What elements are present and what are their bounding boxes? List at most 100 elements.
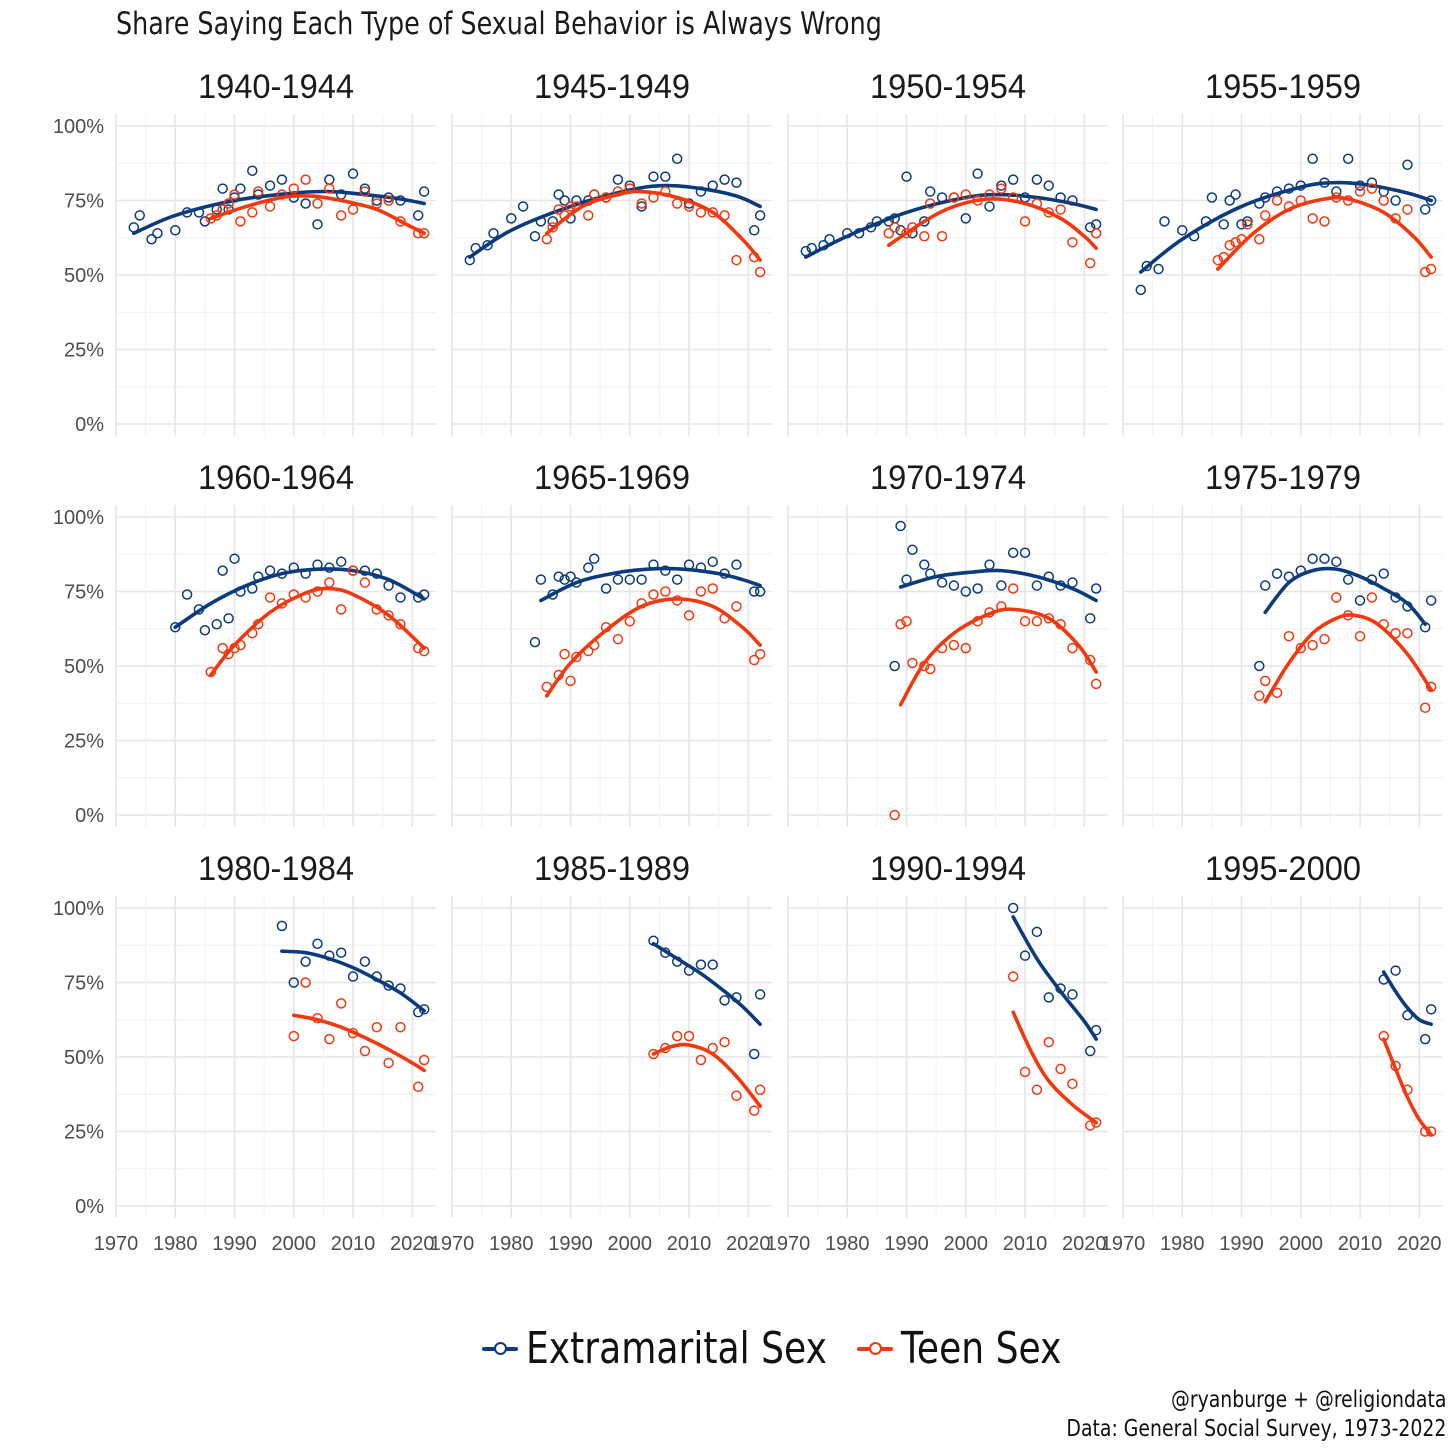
data-point xyxy=(889,660,900,672)
trend-line xyxy=(803,192,1098,259)
data-point xyxy=(1043,992,1054,1003)
data-point xyxy=(1390,195,1401,206)
facet-label: 1950-1954 xyxy=(870,68,1026,106)
data-point xyxy=(707,583,718,594)
data-point xyxy=(217,183,228,194)
data-point xyxy=(324,174,335,185)
legend-label-extramarital-sex: Extramarital Sex xyxy=(526,1322,827,1374)
data-point xyxy=(748,586,760,597)
data-point xyxy=(395,1021,406,1033)
data-point xyxy=(1402,159,1413,170)
y-tick-label: 25% xyxy=(64,1122,104,1144)
data-point xyxy=(347,565,359,576)
x-tick-label: 1970 xyxy=(1101,1233,1146,1255)
data-point xyxy=(1206,192,1218,203)
data-point xyxy=(288,1030,300,1042)
data-point xyxy=(1419,702,1431,713)
facet-label: 1945-1949 xyxy=(534,68,690,106)
trend-line xyxy=(1138,180,1433,274)
data-point xyxy=(960,189,972,200)
data-point xyxy=(719,174,730,185)
data-point xyxy=(335,210,347,221)
data-point xyxy=(624,574,636,585)
data-point xyxy=(731,601,742,612)
data-point xyxy=(412,1081,424,1093)
data-point xyxy=(181,589,193,600)
series-teen-sex xyxy=(541,183,766,278)
facet-label: 1970-1974 xyxy=(870,459,1026,497)
data-point xyxy=(748,1105,760,1116)
data-point xyxy=(648,589,659,600)
y-tick-label: 50% xyxy=(64,265,104,287)
data-point xyxy=(553,189,564,200)
data-point xyxy=(660,171,671,182)
data-point xyxy=(1307,553,1318,564)
x-tick-label: 1970 xyxy=(430,1233,475,1255)
trend-line xyxy=(651,1042,762,1108)
data-point xyxy=(553,571,564,582)
series-teen-sex xyxy=(1212,183,1437,278)
data-point xyxy=(559,648,570,660)
data-point xyxy=(347,971,359,982)
data-point xyxy=(1402,204,1413,215)
data-point xyxy=(1019,547,1031,559)
data-point xyxy=(229,553,240,564)
panel-grid xyxy=(1122,896,1443,1218)
data-point xyxy=(612,633,624,645)
facet-label: 1960-1964 xyxy=(198,459,354,497)
data-point xyxy=(1271,568,1283,579)
data-point xyxy=(347,204,359,215)
data-point xyxy=(1084,1120,1096,1131)
data-point xyxy=(252,186,264,197)
data-point xyxy=(948,639,960,651)
data-point xyxy=(1402,627,1413,639)
data-point xyxy=(1084,222,1096,233)
panel-grid xyxy=(1122,505,1443,827)
data-point xyxy=(936,231,948,242)
data-point xyxy=(235,183,246,194)
data-point xyxy=(1084,613,1096,624)
data-point xyxy=(1331,556,1342,567)
data-point xyxy=(924,186,936,197)
data-point xyxy=(170,225,181,236)
data-point xyxy=(529,231,541,242)
data-point xyxy=(588,553,600,564)
facet-panel-1980-1984: 1980-1984 0% 25% 50% 75% 100% 1970 1980 1990 2000… xyxy=(53,850,436,1255)
data-point xyxy=(223,613,234,624)
trend-line xyxy=(1381,1037,1433,1137)
legend-key-extramarital-sex xyxy=(480,1328,520,1368)
x-tick-label: 2020 xyxy=(390,1233,435,1255)
data-point xyxy=(996,580,1007,591)
data-point xyxy=(731,1090,742,1101)
data-point xyxy=(1212,254,1224,266)
trend-line xyxy=(209,586,426,677)
data-point xyxy=(1419,1033,1431,1045)
data-point xyxy=(1354,595,1366,606)
data-point xyxy=(1007,583,1019,594)
data-point xyxy=(588,189,600,200)
data-point xyxy=(547,222,558,233)
facet-panel-1960-1964: 1960-1964 0% 25% 50% 75% 100% xyxy=(53,459,436,827)
data-point xyxy=(264,565,276,576)
data-point xyxy=(300,198,311,209)
legend-label-teen-sex: Teen Sex xyxy=(901,1322,1062,1374)
data-point xyxy=(134,210,145,221)
data-point xyxy=(960,642,972,654)
data-point xyxy=(895,520,906,532)
data-point xyxy=(235,216,246,227)
facet-label: 1955-1959 xyxy=(1205,68,1361,106)
trend-line xyxy=(545,597,762,698)
data-point xyxy=(547,216,558,227)
panel-grid xyxy=(451,505,772,827)
y-tick-label: 100% xyxy=(53,507,104,529)
data-point xyxy=(559,195,570,206)
data-point xyxy=(707,207,718,218)
series-teen-sex xyxy=(648,1030,766,1116)
x-tick-label: 1980 xyxy=(825,1233,870,1255)
data-point xyxy=(583,562,594,573)
data-point xyxy=(1378,195,1389,206)
data-point xyxy=(1425,1004,1437,1015)
data-point xyxy=(1366,183,1378,194)
series-teen-sex xyxy=(541,583,766,698)
x-tick-label: 1990 xyxy=(212,1233,257,1255)
